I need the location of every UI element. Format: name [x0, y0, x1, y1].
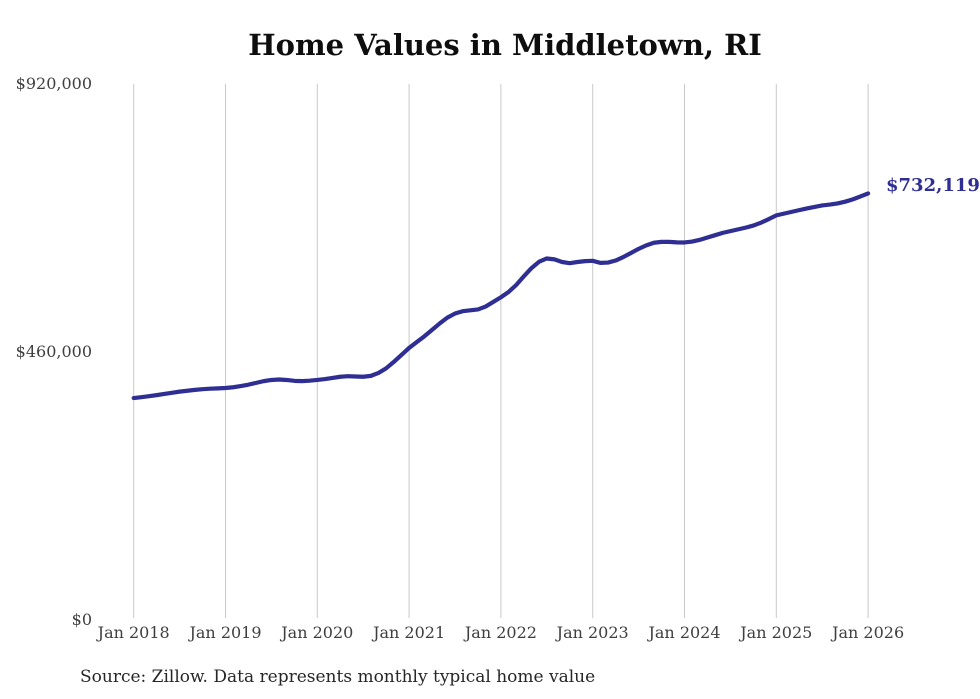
x-tick-label: Jan 2026 — [832, 623, 905, 642]
y-tick-label: $920,000 — [15, 74, 92, 93]
x-tick-label: Jan 2018 — [97, 623, 170, 642]
home-value-series-line — [131, 191, 871, 401]
source-note: Source: Zillow. Data represents monthly … — [80, 667, 596, 687]
x-tick-label: Jan 2023 — [556, 623, 629, 642]
latest-value-label: $732,119 — [886, 175, 980, 196]
x-tick-label: Jan 2024 — [648, 623, 721, 642]
y-tick-label: $460,000 — [15, 342, 92, 361]
y-tick-label: $0 — [71, 610, 92, 629]
x-tick-label: Jan 2021 — [373, 623, 446, 642]
x-tick-label: Jan 2025 — [740, 623, 813, 642]
chart-title: Home Values in Middletown, RI — [248, 28, 762, 62]
x-tick-label: Jan 2022 — [464, 623, 537, 642]
x-tick-label: Jan 2020 — [281, 623, 354, 642]
x-tick-label: Jan 2019 — [189, 623, 262, 642]
